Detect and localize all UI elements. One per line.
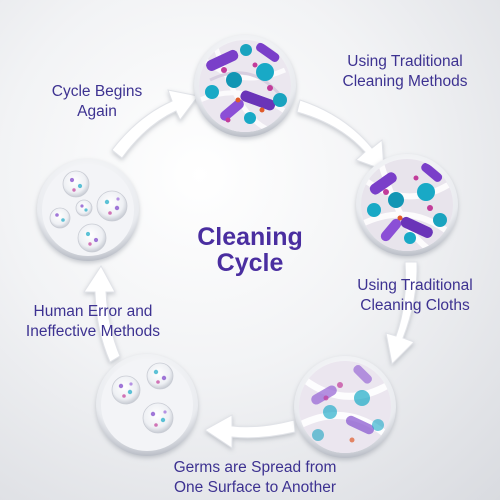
step5-illustration [37,159,139,261]
step4-illustration [96,354,198,456]
germ-bubble [62,170,90,198]
step5-label: Cycle Begins Again [22,82,172,122]
germ-bubble [77,223,107,253]
step3-illustration [294,356,396,458]
germ-bubble [75,199,93,217]
step5-label-line-2: Again [77,103,117,120]
arrow-step1-to-step2 [296,99,385,171]
arrow-step4-to-step5 [83,265,121,363]
germ-bubble [146,362,174,390]
step3-label-line-1: Germs are Spread from [173,459,337,476]
germ-bubble [111,375,141,405]
step3-label: Germs are Spread from One Surface to Ano… [148,458,362,498]
step2-label-line-1: Using Traditional [357,277,473,294]
arrow-step3-to-step4 [204,414,296,449]
arrow-step2-to-step3 [385,261,418,366]
arrow-step5-to-step1 [111,89,199,159]
step1-label: Using Traditional Cleaning Methods [325,52,485,92]
step3-label-line-2: One Surface to Another [174,479,336,496]
step2-illustration [356,154,458,256]
diagram-title: Cleaning Cycle [160,224,340,276]
cycle-arrows [83,89,418,449]
germ-bubble [96,190,128,222]
step2-label-line-2: Cleaning Cloths [360,297,470,314]
step4-label: Human Error and Ineffective Methods [8,302,178,342]
step2-label: Using Traditional Cleaning Cloths [340,276,490,316]
germ-bubble [49,207,71,229]
step1-label-line-2: Cleaning Methods [342,73,468,90]
step4-label-line-1: Human Error and [33,303,153,320]
step1-label-line-1: Using Traditional [347,53,463,70]
title-line-2: Cycle [216,249,284,277]
step4-label-line-2: Ineffective Methods [25,323,161,340]
step5-label-line-1: Cycle Begins [51,83,143,100]
step1-illustration [194,35,296,137]
germ-bubble [142,402,174,434]
title-line-1: Cleaning [197,223,303,251]
